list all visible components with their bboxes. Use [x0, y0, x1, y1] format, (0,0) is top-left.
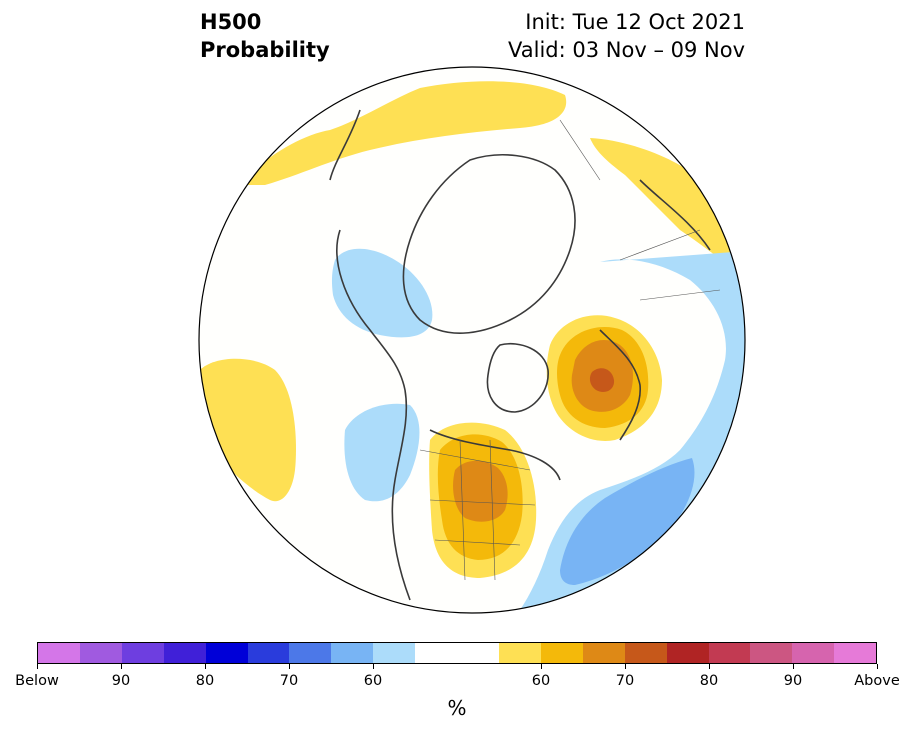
colorbar-tick-label: 80 — [699, 673, 719, 689]
colorbar-tick-label: 80 — [195, 673, 215, 689]
colorbar-segment — [792, 643, 835, 663]
polar-probability-map — [198, 66, 746, 614]
colorbar-segment — [834, 643, 877, 663]
init-date: Init: Tue 12 Oct 2021 — [525, 10, 745, 34]
valid-period: Valid: 03 Nov – 09 Nov — [508, 38, 745, 62]
colorbar-tick — [877, 664, 878, 669]
colorbar-segment — [331, 643, 374, 663]
colorbar-tick-label: Above — [854, 673, 900, 689]
colorbar-tick-label: 70 — [615, 673, 635, 689]
colorbar-tick — [625, 664, 626, 669]
map-title: H500 Probability — [200, 8, 330, 64]
colorbar-segment — [121, 643, 164, 663]
colorbar-segment — [38, 643, 80, 663]
colorbar-tick — [37, 664, 38, 669]
title-variable: H500 — [200, 10, 262, 34]
colorbar-unit: % — [447, 696, 467, 720]
colorbar-segment — [457, 643, 499, 663]
colorbar-segment — [540, 643, 583, 663]
coastlines — [329, 109, 711, 601]
below-region-pacific-coast — [344, 403, 420, 502]
colorbar-tick — [121, 664, 122, 669]
colorbar-tick — [541, 664, 542, 669]
colorbar-tick-label: 90 — [111, 673, 131, 689]
below-region-alaska — [331, 248, 433, 338]
colorbar-segment — [415, 643, 458, 663]
globe-fill — [199, 67, 745, 613]
colorbar-tick-label: 60 — [531, 673, 551, 689]
globe-outline — [198, 66, 746, 614]
colorbar-tick-label: 70 — [279, 673, 299, 689]
colorbar-tick — [709, 664, 710, 669]
above-region-north-pacific — [240, 81, 567, 185]
colorbar-tick-label: Below — [15, 673, 59, 689]
title-quantity: Probability — [200, 38, 330, 62]
colorbar-tick — [205, 664, 206, 669]
colorbar-tick — [289, 664, 290, 669]
below-60-atlantic — [560, 458, 695, 585]
colorbar-segment — [624, 643, 667, 663]
colorbar-segment — [708, 643, 751, 663]
above-80-greenland — [589, 368, 615, 392]
colorbar-tick — [793, 664, 794, 669]
colorbar-segment — [205, 643, 248, 663]
above-region-atlantic — [200, 358, 296, 502]
colorbar-segment — [163, 643, 206, 663]
political-borders — [419, 119, 721, 581]
colorbar-segment — [582, 643, 625, 663]
colorbar — [37, 642, 877, 664]
colorbar-segment — [79, 643, 122, 663]
colorbar-tick-label: 90 — [783, 673, 803, 689]
above-70-north-america — [453, 460, 508, 522]
colorbar-segment — [666, 643, 709, 663]
colorbar-segment — [289, 643, 332, 663]
colorbar-segment — [498, 643, 541, 663]
colorbar-segment — [750, 643, 793, 663]
colorbar-segment — [373, 643, 416, 663]
forecast-dates: Init: Tue 12 Oct 2021 Valid: 03 Nov – 09… — [508, 8, 745, 64]
colorbar-tick-label: 60 — [363, 673, 383, 689]
colorbar-segment — [247, 643, 290, 663]
colorbar-tick — [373, 664, 374, 669]
